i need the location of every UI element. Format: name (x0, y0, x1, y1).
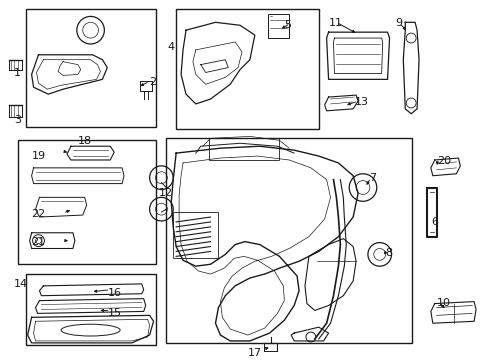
Text: 5: 5 (284, 21, 291, 30)
Bar (18, 140, 156, 264)
Text: 21: 21 (32, 237, 46, 247)
Text: 11: 11 (328, 18, 342, 28)
Bar (208, 138, 279, 160)
Text: 22: 22 (32, 209, 46, 219)
Text: 19: 19 (32, 151, 46, 161)
Text: 17: 17 (247, 348, 262, 358)
Text: 15: 15 (108, 309, 122, 319)
Ellipse shape (61, 324, 120, 336)
Text: 12: 12 (158, 188, 172, 198)
Text: 18: 18 (78, 136, 92, 147)
Text: 8: 8 (385, 248, 392, 258)
Text: 6: 6 (430, 217, 437, 227)
Text: 7: 7 (368, 173, 375, 183)
Text: 16: 16 (108, 288, 122, 298)
Text: 1: 1 (14, 68, 21, 77)
Text: 2: 2 (149, 77, 157, 87)
Bar (267, 14, 288, 38)
Text: 14: 14 (14, 279, 28, 289)
Bar (26, 9, 156, 127)
Bar (166, 138, 411, 343)
Text: 4: 4 (167, 42, 174, 52)
Text: 13: 13 (354, 97, 368, 107)
Bar (173, 212, 218, 258)
Text: 10: 10 (436, 298, 450, 308)
Text: 20: 20 (436, 156, 450, 166)
Text: 3: 3 (14, 115, 21, 125)
Bar (176, 9, 318, 129)
Bar (26, 274, 156, 345)
Text: 9: 9 (395, 18, 402, 28)
